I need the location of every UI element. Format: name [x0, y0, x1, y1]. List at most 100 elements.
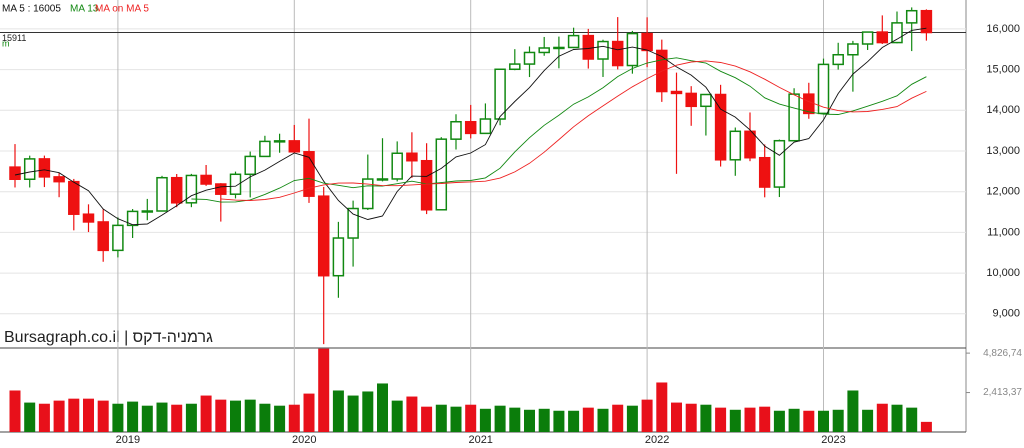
x-tick-label: 2023 [821, 434, 845, 446]
candle-body [376, 178, 389, 181]
y-tick-label: 15,000 [986, 64, 1020, 76]
volume-bar [112, 403, 124, 432]
volume-bar [421, 406, 433, 432]
candle-body [156, 176, 168, 212]
candle-body [53, 176, 65, 183]
volume-bar [230, 400, 241, 432]
candle-body [23, 158, 36, 181]
candle-body [200, 174, 212, 185]
candle-body [38, 158, 51, 178]
candle-body [700, 93, 712, 108]
candle-body [229, 173, 242, 195]
volume-bar [156, 402, 168, 432]
candle-body [68, 180, 80, 215]
volume-bar [744, 407, 756, 432]
volume-bar [274, 405, 286, 432]
candle-body [450, 120, 462, 140]
volume-tick-label: 2,413,37 [983, 387, 1022, 398]
volume-bar [715, 407, 727, 432]
candle-body [112, 224, 124, 252]
candle-body [273, 140, 286, 143]
volume-bar [803, 410, 815, 432]
volume-bar [568, 410, 580, 432]
volume-bar [700, 404, 712, 432]
ma-line [191, 57, 927, 203]
candle-body [420, 159, 433, 211]
candle-body [362, 178, 374, 210]
volume-bar [862, 409, 874, 432]
candle-body [464, 120, 477, 135]
candle-body [435, 138, 448, 211]
y-tick-label: 11,000 [987, 226, 1020, 238]
candle-body [891, 22, 903, 44]
volume-bar [818, 410, 829, 432]
volume-bar [685, 403, 697, 432]
candle-body [905, 9, 918, 24]
candle-body [82, 213, 95, 223]
legend-entry: MA 13 [70, 4, 99, 15]
y-tick-label: 10,000 [986, 267, 1020, 279]
candle-body [9, 166, 21, 181]
candle-body [259, 140, 271, 158]
x-tick-label: 2021 [468, 434, 492, 446]
volume-bar [920, 421, 932, 432]
candle-body [597, 40, 609, 60]
legend-entry: MA on MA 5 [95, 4, 149, 15]
candle-body [538, 47, 550, 54]
candle-body [170, 176, 183, 204]
candle-body [611, 40, 624, 67]
volume-bar [200, 395, 212, 432]
candle-body [685, 92, 697, 108]
candle-body [626, 32, 639, 67]
candle-body [303, 151, 315, 197]
volume-bar [303, 393, 315, 432]
candle-body [406, 152, 418, 162]
y-tick-label: 9,000 [992, 308, 1020, 320]
x-tick-label: 2019 [116, 434, 140, 446]
y-tick-label: 16,000 [986, 23, 1020, 35]
candle-body [832, 53, 844, 66]
candle-body [244, 155, 256, 176]
y-tick-label: 14,000 [986, 104, 1020, 116]
volume-bar [773, 410, 785, 432]
candle-body [920, 9, 933, 34]
x-tick-label: 2020 [292, 434, 316, 446]
volume-bar [597, 408, 609, 432]
volume-bar [97, 400, 109, 432]
candle-body [479, 118, 492, 135]
volume-bar [494, 405, 506, 432]
candle-body [317, 195, 330, 277]
volume-bar [24, 402, 36, 432]
y-tick-label: 13,000 [986, 145, 1020, 157]
candle-body [714, 93, 727, 161]
volume-bar [832, 409, 844, 432]
volume-bar [244, 399, 256, 432]
volume-bar [759, 406, 771, 432]
candle-body [876, 31, 889, 44]
candle-body [288, 140, 301, 153]
volume-bar [582, 407, 594, 432]
volume-bar [391, 400, 403, 432]
candle-body [641, 32, 653, 52]
volume-bar [538, 408, 550, 432]
candle-body [567, 34, 580, 49]
volume-bar [906, 407, 918, 432]
volume-tick-label: 4,826,74 [983, 348, 1022, 359]
volume-bar [626, 405, 638, 432]
candle-body [391, 152, 403, 180]
volume-bar [68, 398, 80, 432]
candle-body [523, 51, 536, 65]
candle-body [788, 93, 800, 142]
volume-bar [509, 407, 521, 432]
volume-bar [288, 404, 300, 432]
volume-bar [171, 404, 183, 432]
candle-body [729, 130, 742, 161]
volume-bar [847, 390, 859, 432]
x-tick-label: 2022 [645, 434, 669, 446]
volume-bar [479, 408, 491, 432]
current-price-label: 15911 [2, 33, 26, 43]
volume-bar [377, 383, 388, 432]
volume-bar [788, 408, 800, 432]
watermark: Bursagraph.co.il | גרמניה-דקס [4, 329, 213, 346]
